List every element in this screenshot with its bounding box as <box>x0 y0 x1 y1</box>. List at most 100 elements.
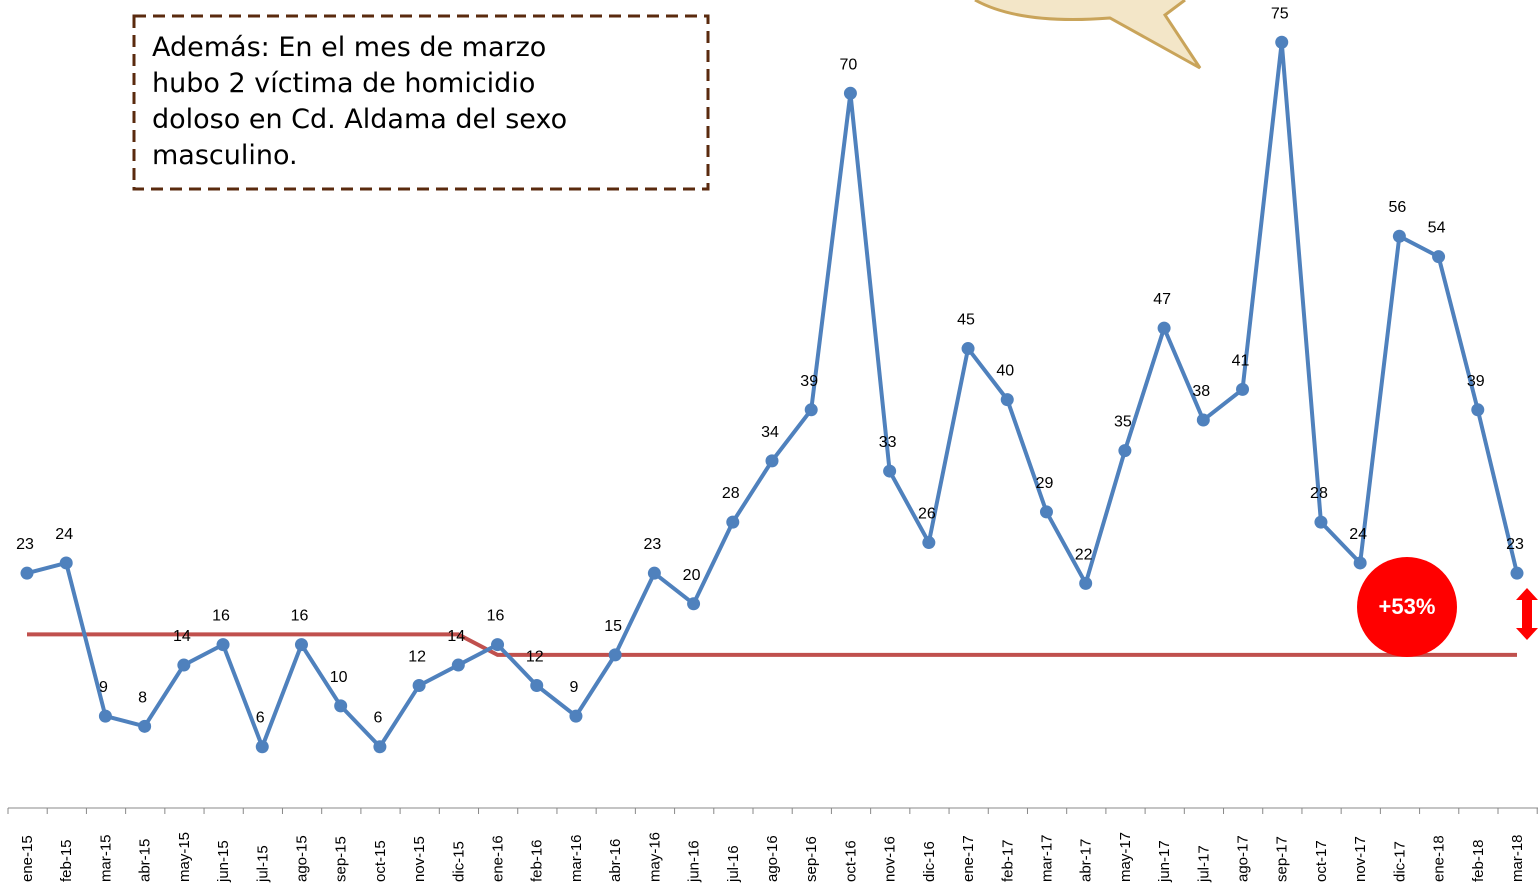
data-point <box>1079 576 1093 590</box>
series-line <box>27 632 1517 657</box>
data-label: 9 <box>569 679 578 696</box>
data-point <box>177 658 191 672</box>
data-label: 26 <box>918 506 936 523</box>
data-point <box>687 597 701 611</box>
x-tick-label: mar-17 <box>1038 834 1055 882</box>
data-point <box>255 740 269 754</box>
data-point <box>1471 403 1485 417</box>
data-label: 33 <box>879 434 897 451</box>
x-tick-label: abr-16 <box>607 839 624 882</box>
x-tick-label: jul-15 <box>254 845 271 883</box>
data-label: 23 <box>16 536 34 553</box>
data-label: 24 <box>1349 526 1367 543</box>
data-point <box>1196 413 1210 427</box>
data-label: 35 <box>1114 414 1132 431</box>
data-point <box>1432 250 1446 264</box>
x-tick-label: ene-15 <box>19 835 36 882</box>
x-tick-label: jun-15 <box>215 840 232 883</box>
x-tick-label: ene-18 <box>1431 835 1448 882</box>
data-label: 38 <box>1192 383 1210 400</box>
x-tick-label: jun-17 <box>1156 840 1173 883</box>
x-tick-label: jul-17 <box>1195 845 1212 883</box>
x-tick-label: feb-18 <box>1470 839 1487 882</box>
annotation-line: hubo 2 víctima de homicidio <box>152 68 535 99</box>
speech-bubble <box>974 0 1202 70</box>
x-tick-label: oct-17 <box>1313 840 1330 882</box>
data-label: 70 <box>840 56 858 73</box>
data-point <box>569 709 583 723</box>
data-label: 9 <box>99 679 108 696</box>
x-tick-label: jul-16 <box>725 845 742 883</box>
data-point <box>216 638 230 652</box>
x-tick-label: jun-16 <box>686 840 703 883</box>
data-label: 12 <box>526 648 544 665</box>
data-point <box>1236 382 1250 396</box>
data-point <box>922 536 936 550</box>
data-point <box>98 709 112 723</box>
x-tick-label: feb-16 <box>529 839 546 882</box>
data-point <box>765 454 779 468</box>
data-point <box>412 678 426 692</box>
data-label: 22 <box>1075 546 1093 563</box>
x-tick-label: dic-15 <box>450 841 467 882</box>
data-label: 14 <box>173 628 191 645</box>
x-tick-label: ene-16 <box>490 835 507 882</box>
data-point <box>843 86 857 100</box>
data-point <box>1275 35 1289 49</box>
x-tick-label: may-15 <box>176 832 193 882</box>
x-tick-label: mar-18 <box>1509 834 1526 882</box>
data-label: 8 <box>138 689 147 706</box>
data-label: 16 <box>487 608 505 625</box>
data-point <box>1118 444 1132 458</box>
data-label: 41 <box>1232 352 1250 369</box>
data-label: 24 <box>55 526 73 543</box>
x-tick-label: nov-15 <box>411 836 428 882</box>
data-point <box>804 403 818 417</box>
data-point <box>20 566 34 580</box>
badge-circle <box>1357 557 1457 657</box>
data-label: 28 <box>722 485 740 502</box>
annotation-line: Además: En el mes de marzo <box>152 32 546 63</box>
data-label: 6 <box>256 710 265 727</box>
data-point <box>1039 505 1053 519</box>
x-tick-label: sep-15 <box>333 836 350 882</box>
x-tick-label: sep-16 <box>803 836 820 882</box>
data-point <box>334 699 348 713</box>
data-point <box>373 740 387 754</box>
data-label: 54 <box>1428 220 1446 237</box>
x-tick-label: dic-17 <box>1391 841 1408 882</box>
x-tick-label: ago-16 <box>764 835 781 882</box>
data-point <box>883 464 897 478</box>
data-label: 16 <box>291 608 309 625</box>
badge-label: +53% <box>1379 594 1436 619</box>
data-point <box>1157 321 1171 335</box>
data-point <box>1314 515 1328 529</box>
x-tick-label: oct-15 <box>372 840 389 882</box>
x-tick-label: abr-17 <box>1078 839 1095 882</box>
data-label: 23 <box>643 536 661 553</box>
data-point <box>608 648 622 662</box>
data-point <box>530 678 544 692</box>
x-tick-label: may-16 <box>646 832 663 882</box>
data-label: 29 <box>1036 475 1054 492</box>
data-label: 47 <box>1153 291 1171 308</box>
annotation-line: doloso en Cd. Aldama del sexo <box>152 104 567 135</box>
data-point <box>726 515 740 529</box>
data-label: 16 <box>212 608 230 625</box>
x-tick-label: feb-15 <box>58 839 75 882</box>
data-point <box>1392 229 1406 243</box>
x-tick-label: abr-15 <box>137 839 154 882</box>
data-point <box>1353 556 1367 570</box>
data-label: 28 <box>1310 485 1328 502</box>
annotation: Además: En el mes de marzo hubo 2 víctima… <box>152 32 567 171</box>
data-label: 39 <box>800 373 818 390</box>
x-tick-label: may-17 <box>1117 832 1134 882</box>
data-label: 39 <box>1467 373 1485 390</box>
x-tick-label: nov-16 <box>882 836 899 882</box>
change-arrow <box>1516 588 1538 640</box>
data-label: 10 <box>330 669 348 686</box>
data-point <box>138 719 152 733</box>
data-label: 15 <box>604 618 622 635</box>
data-label: 34 <box>761 424 779 441</box>
data-point <box>59 556 73 570</box>
